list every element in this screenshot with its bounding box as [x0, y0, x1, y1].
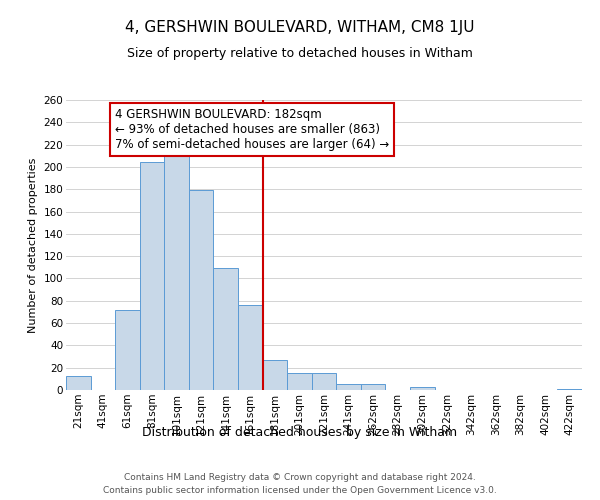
Bar: [189, 190, 214, 390]
Text: Distribution of detached houses by size in Witham: Distribution of detached houses by size …: [142, 426, 458, 439]
Y-axis label: Number of detached properties: Number of detached properties: [28, 158, 38, 332]
Bar: [66, 376, 91, 390]
Bar: [263, 360, 287, 390]
Bar: [312, 374, 336, 390]
Text: 4 GERSHWIN BOULEVARD: 182sqm
← 93% of detached houses are smaller (863)
7% of se: 4 GERSHWIN BOULEVARD: 182sqm ← 93% of de…: [115, 108, 389, 151]
Bar: [164, 154, 189, 390]
Bar: [361, 384, 385, 390]
Bar: [238, 305, 263, 390]
Bar: [557, 389, 582, 390]
Bar: [336, 384, 361, 390]
Text: Contains HM Land Registry data © Crown copyright and database right 2024.
Contai: Contains HM Land Registry data © Crown c…: [103, 473, 497, 495]
Bar: [115, 310, 140, 390]
Bar: [214, 268, 238, 390]
Text: 4, GERSHWIN BOULEVARD, WITHAM, CM8 1JU: 4, GERSHWIN BOULEVARD, WITHAM, CM8 1JU: [125, 20, 475, 35]
Bar: [410, 386, 434, 390]
Text: Size of property relative to detached houses in Witham: Size of property relative to detached ho…: [127, 48, 473, 60]
Bar: [140, 162, 164, 390]
Bar: [287, 374, 312, 390]
